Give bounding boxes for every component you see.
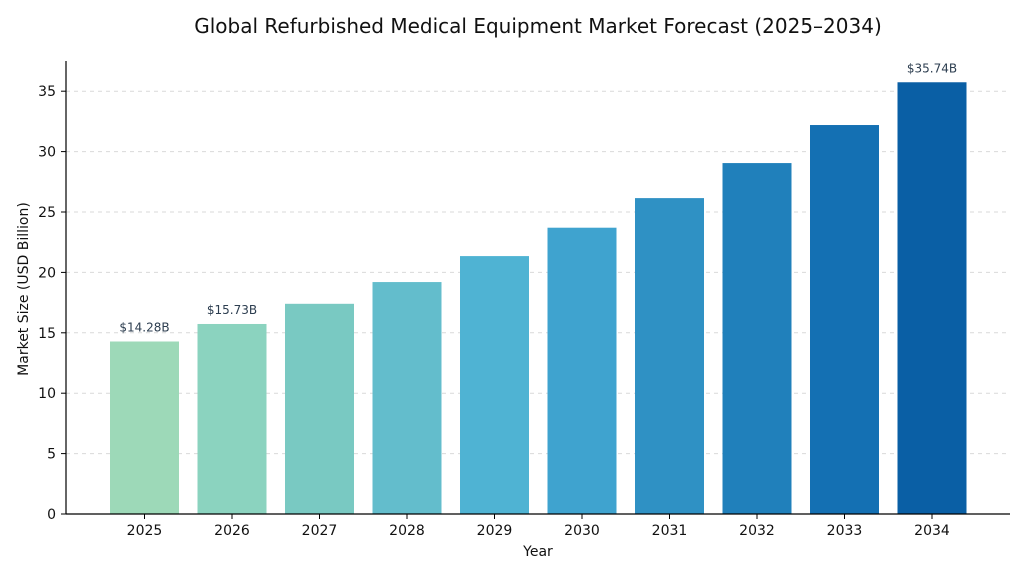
x-tick-label: 2033 [827, 523, 863, 539]
bars [110, 82, 967, 515]
y-tick-label: 30 [38, 145, 56, 161]
y-tick-label: 15 [38, 326, 56, 342]
bar-2029 [460, 256, 529, 514]
bar-2030 [547, 227, 617, 515]
x-tick-label: 2032 [739, 523, 775, 539]
x-tick-label: 2028 [389, 523, 425, 539]
data-label-2034: $35.74B [907, 61, 957, 75]
x-tick-label: 2031 [652, 523, 688, 539]
data-labels: $14.28B $15.73B $35.74B [119, 61, 957, 334]
data-label-2026: $15.73B [207, 303, 257, 317]
bar-2033 [810, 125, 879, 515]
y-tick-label: 35 [38, 84, 56, 100]
bar-2031 [635, 198, 704, 514]
x-tick-label: 2025 [127, 523, 163, 539]
bar-2025 [110, 341, 179, 514]
y-tick-label: 25 [38, 205, 56, 221]
x-tick-label: 2029 [477, 523, 513, 539]
axes [65, 61, 1010, 515]
x-tick-label: 2034 [914, 523, 950, 539]
y-axis-label: Market Size (USD Billion) [16, 202, 32, 376]
bar-2027 [285, 303, 354, 514]
x-tick-label: 2027 [302, 523, 338, 539]
x-tick-label: 2026 [214, 523, 250, 539]
chart-title: Global Refurbished Medical Equipment Mar… [194, 14, 882, 38]
data-label-2025: $14.28B [119, 320, 169, 334]
y-tick-label: 20 [38, 265, 56, 281]
bar-2028 [372, 282, 442, 514]
bar-2034 [897, 82, 967, 514]
y-tick-label: 10 [38, 386, 56, 402]
x-ticks: 2025 2026 2027 2028 2029 2030 2031 2032 2033 2034 [127, 514, 950, 539]
bar-2026 [197, 323, 267, 514]
y-ticks: 0 5 10 15 20 25 30 35 [38, 84, 66, 523]
bar-2032 [722, 163, 792, 515]
x-axis-label: Year [522, 544, 553, 560]
y-tick-label: 5 [47, 447, 56, 463]
y-tick-label: 0 [47, 507, 56, 523]
x-tick-label: 2030 [564, 523, 600, 539]
